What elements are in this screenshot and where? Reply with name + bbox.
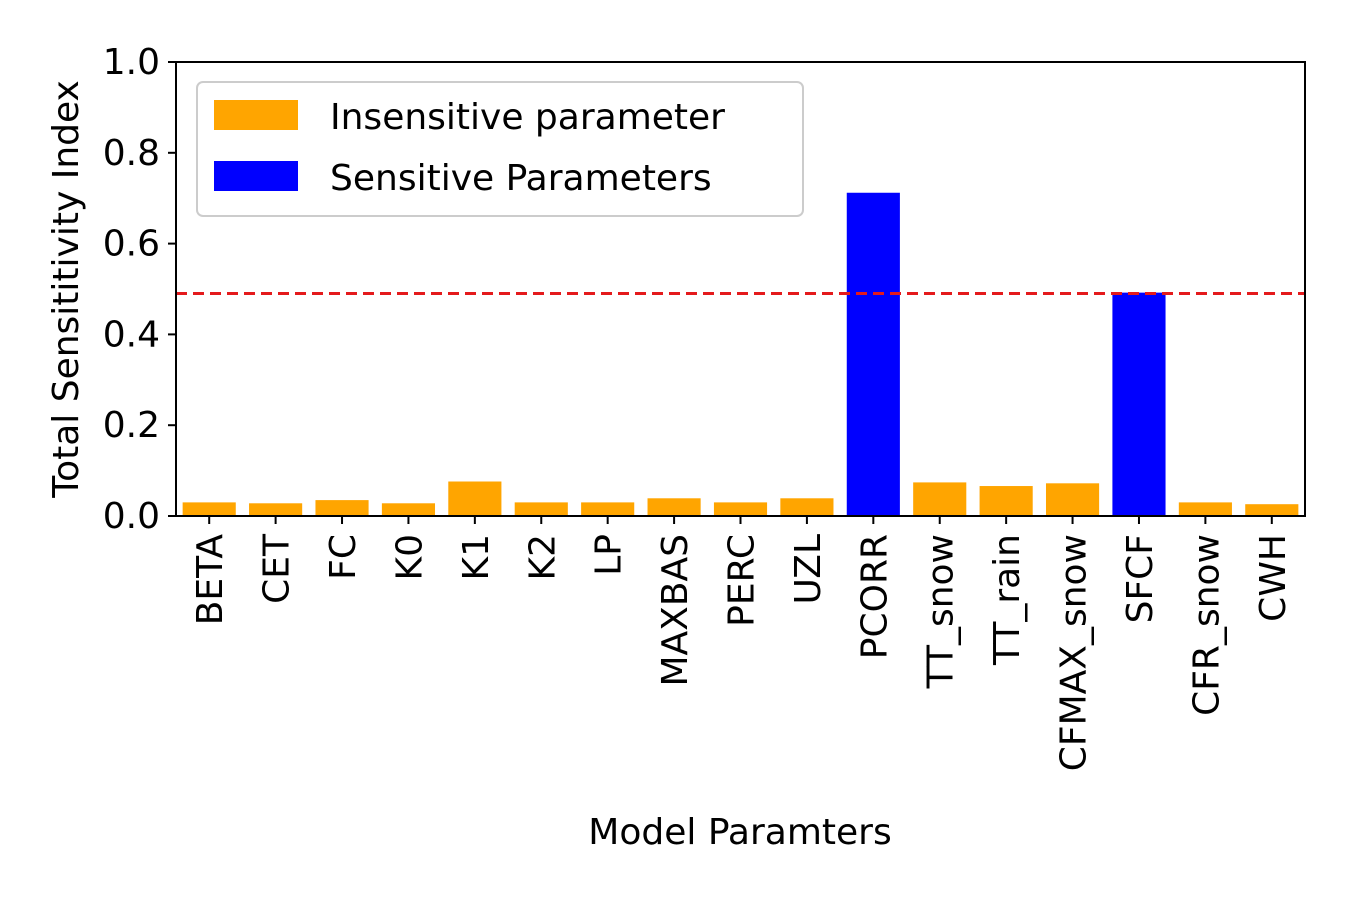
x-tick-label: UZL: [788, 534, 829, 604]
x-axis-title: Model Paramters: [588, 812, 891, 853]
x-tick-label: K0: [389, 534, 430, 581]
bar-sfcf: [1112, 292, 1166, 516]
x-tick-label: BETA: [190, 534, 231, 626]
bar-beta: [182, 502, 236, 516]
y-tick-label: 0.8: [103, 133, 160, 174]
y-axis-title: Total Sensititivity Index: [46, 80, 87, 499]
bar-tt-snow: [913, 482, 967, 516]
bars-layer: [182, 192, 1299, 516]
x-tick-label: K2: [522, 534, 563, 581]
x-tick-label: K1: [456, 534, 497, 581]
legend-label-insensitive: Insensitive parameter: [330, 97, 725, 138]
x-axis: BETA CET FC K0 K1 K2 LP MAXBAS PERC UZL PCORR TT_sn…: [190, 516, 1294, 771]
y-tick-label: 0.6: [103, 224, 160, 265]
x-tick-label: TT_snow: [921, 534, 962, 689]
legend-swatch-insensitive: [214, 100, 298, 130]
x-tick-label: CFR_snow: [1186, 534, 1227, 716]
bar-lp: [581, 502, 635, 516]
x-tick-label: LP: [589, 534, 630, 576]
y-tick-label: 0.4: [103, 314, 160, 355]
bar-tt-rain: [979, 486, 1033, 516]
bar-perc: [713, 502, 768, 516]
x-tick-label: PERC: [722, 534, 763, 627]
bar-cfmax-snow: [1045, 483, 1100, 516]
bar-cwh: [1245, 504, 1299, 516]
x-tick-label: CWH: [1253, 534, 1294, 622]
y-tick-label: 1.0: [103, 42, 160, 83]
legend: Insensitive parameter Sensitive Paramete…: [196, 81, 804, 217]
x-tick-label: PCORR: [854, 534, 895, 659]
x-tick-label: SFCF: [1120, 534, 1161, 623]
legend-label-sensitive: Sensitive Parameters: [330, 158, 712, 199]
y-axis: 0.0 0.2 0.4 0.6 0.8 1.0: [103, 42, 176, 537]
x-tick-label: TT_rain: [987, 534, 1028, 666]
x-tick-label: CET: [257, 533, 298, 604]
legend-frame: [196, 81, 804, 217]
bar-pcorr: [846, 192, 900, 516]
bar-cfr-snow: [1178, 502, 1232, 516]
legend-swatch-sensitive: [214, 161, 298, 191]
bar-k1: [448, 481, 502, 516]
x-tick-label: FC: [323, 534, 364, 580]
x-tick-label: CFMAX_snow: [1054, 534, 1095, 771]
bar-fc: [315, 500, 369, 516]
bar-k2: [514, 502, 568, 516]
bar-maxbas: [647, 498, 701, 516]
bar-k0: [381, 503, 436, 516]
bar-cet: [249, 503, 303, 516]
y-tick-label: 0.0: [103, 496, 160, 537]
bar-uzl: [780, 498, 834, 516]
x-tick-label: MAXBAS: [655, 534, 696, 687]
y-tick-label: 0.2: [103, 405, 160, 446]
